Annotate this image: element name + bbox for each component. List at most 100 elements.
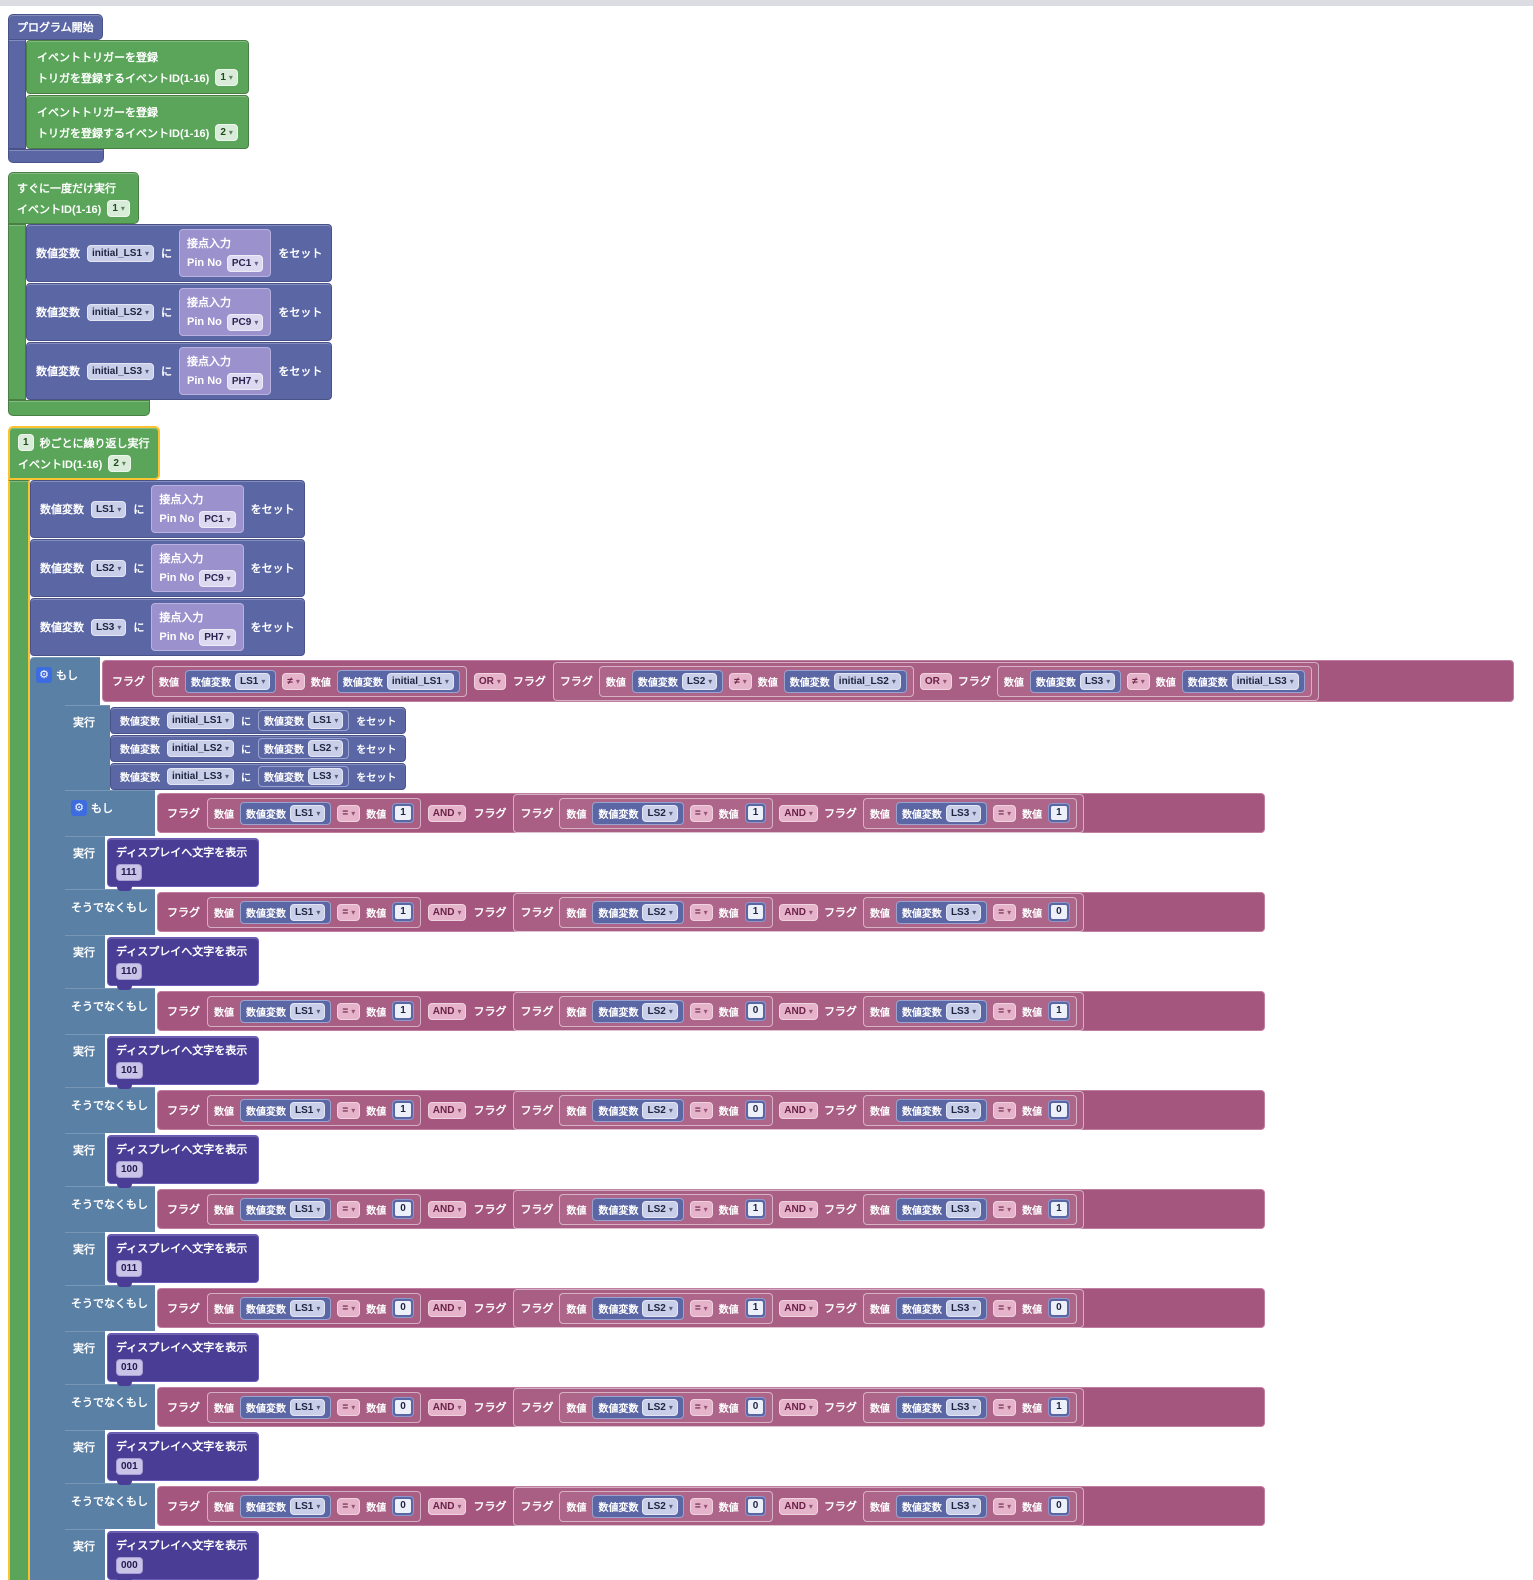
- numvar-block[interactable]: 数値変数 LS2: [592, 1197, 684, 1221]
- variable-dropdown[interactable]: initial_LS2: [167, 740, 235, 757]
- variable-dropdown[interactable]: LS1: [91, 500, 127, 518]
- display-value-field[interactable]: 011: [116, 1260, 143, 1277]
- compare-operator-dropdown[interactable]: =: [337, 1200, 361, 1218]
- compare-operator-dropdown[interactable]: =: [337, 1101, 361, 1119]
- variable-dropdown[interactable]: LS1: [290, 1497, 326, 1515]
- display-value-field[interactable]: 000: [116, 1557, 143, 1574]
- compare-operator-dropdown[interactable]: =: [689, 1398, 713, 1416]
- set-variable-block[interactable]: 数値変数 LS2 に 接点入力 Pin No PC9 をセット: [30, 539, 305, 597]
- variable-dropdown[interactable]: LS3: [945, 1497, 982, 1515]
- variable-dropdown[interactable]: LS3: [945, 1002, 982, 1020]
- number-shadow[interactable]: 1: [744, 803, 767, 823]
- numvar-block[interactable]: 数値変数 LS3: [895, 999, 988, 1023]
- number-shadow[interactable]: 1: [744, 1298, 767, 1318]
- numvar-block[interactable]: 数値変数 LS3: [895, 1494, 988, 1518]
- variable-dropdown[interactable]: initial_LS2: [87, 303, 155, 321]
- numvar-block[interactable]: 数値変数 LS2: [592, 1098, 684, 1122]
- event-id-dropdown[interactable]: 2: [108, 455, 131, 472]
- contact-input-block[interactable]: 接点入力 Pin No PC9: [151, 544, 244, 592]
- numvar-block[interactable]: 数値変数 LS1: [240, 900, 332, 924]
- number-shadow[interactable]: 0: [1048, 1100, 1070, 1120]
- display-text-block[interactable]: ディスプレイへ文字を表示 111: [107, 838, 259, 891]
- logic-operator-dropdown[interactable]: AND: [427, 1497, 467, 1515]
- event-id-dropdown[interactable]: 1: [107, 200, 130, 217]
- numvar-block[interactable]: 数値変数 initial_LS2: [783, 669, 907, 693]
- variable-dropdown[interactable]: LS1: [290, 1398, 326, 1416]
- display-text-block[interactable]: ディスプレイへ文字を表示 001: [107, 1432, 259, 1485]
- display-text-block[interactable]: ディスプレイへ文字を表示 010: [107, 1333, 259, 1386]
- variable-dropdown[interactable]: LS3: [945, 1101, 982, 1119]
- display-value-field[interactable]: 101: [116, 1062, 143, 1079]
- pin-dropdown[interactable]: PH7: [226, 372, 264, 390]
- logic-operator-dropdown[interactable]: AND: [779, 1002, 818, 1020]
- variable-dropdown[interactable]: initial_LS2: [833, 672, 901, 690]
- variable-dropdown[interactable]: LS3: [1079, 672, 1116, 690]
- number-shadow[interactable]: 0: [392, 1496, 414, 1516]
- numvar-block[interactable]: 数値変数 initial_LS3: [1181, 669, 1305, 693]
- display-text-block[interactable]: ディスプレイへ文字を表示 101: [107, 1036, 259, 1089]
- variable-dropdown[interactable]: initial_LS1: [87, 244, 155, 262]
- number-shadow[interactable]: 0: [744, 1100, 767, 1120]
- number-shadow[interactable]: 0: [1048, 1496, 1070, 1516]
- variable-dropdown[interactable]: LS2: [681, 672, 718, 690]
- variable-dropdown[interactable]: initial_LS3: [1231, 672, 1299, 690]
- pin-dropdown[interactable]: PC1: [199, 510, 236, 528]
- variable-dropdown[interactable]: LS2: [642, 1002, 678, 1020]
- variable-dropdown[interactable]: LS1: [235, 672, 271, 690]
- set-variable-block[interactable]: 数値変数 initial_LS3 に 数値変数 LS3 をセット: [110, 763, 407, 790]
- variable-dropdown[interactable]: initial_LS1: [167, 712, 235, 729]
- logic-operator-dropdown[interactable]: AND: [779, 1398, 818, 1416]
- display-value-field[interactable]: 001: [116, 1458, 143, 1475]
- numvar-block[interactable]: 数値変数 initial_LS1: [336, 669, 460, 693]
- numvar-block[interactable]: 数値変数 LS3: [895, 801, 988, 825]
- number-shadow[interactable]: 0: [744, 1001, 767, 1021]
- logic-operator-dropdown[interactable]: AND: [427, 804, 467, 822]
- logic-operator-dropdown[interactable]: AND: [427, 1101, 467, 1119]
- display-value-field[interactable]: 010: [116, 1359, 143, 1376]
- variable-dropdown[interactable]: LS2: [642, 903, 678, 921]
- compare-operator-dropdown[interactable]: =: [689, 1002, 713, 1020]
- display-text-block[interactable]: ディスプレイへ文字を表示 000: [107, 1531, 259, 1580]
- compare-operator-dropdown[interactable]: =: [337, 903, 361, 921]
- variable-dropdown[interactable]: LS2: [642, 1299, 678, 1317]
- variable-dropdown[interactable]: LS1: [290, 1200, 326, 1218]
- number-shadow[interactable]: 1: [744, 902, 767, 922]
- logic-operator-dropdown[interactable]: AND: [779, 1200, 818, 1218]
- numvar-block[interactable]: 数値変数 LS2: [258, 738, 350, 759]
- logic-operator-dropdown[interactable]: OR: [919, 672, 952, 690]
- flag-condition-block[interactable]: フラグ 数値 数値変数 LS1: [157, 1090, 1265, 1130]
- display-value-field[interactable]: 110: [116, 963, 143, 980]
- flag-condition-block[interactable]: フラグ 数値 数値変数 LS1: [157, 793, 1265, 833]
- logic-operator-dropdown[interactable]: AND: [779, 804, 818, 822]
- variable-dropdown[interactable]: LS2: [642, 1497, 678, 1515]
- display-text-block[interactable]: ディスプレイへ文字を表示 110: [107, 937, 259, 990]
- pin-dropdown[interactable]: PH7: [199, 628, 236, 646]
- pin-dropdown[interactable]: PC1: [226, 254, 264, 272]
- compare-operator-dropdown[interactable]: =: [993, 1101, 1017, 1119]
- number-shadow[interactable]: 1: [1048, 1397, 1070, 1417]
- logic-operator-dropdown[interactable]: AND: [427, 1200, 467, 1218]
- numvar-block[interactable]: 数値変数 LS1: [185, 669, 277, 693]
- program-start-block[interactable]: プログラム開始 イベントトリガーを登録 トリガを登録するイベントID(1-16)…: [8, 14, 249, 163]
- display-value-field[interactable]: 100: [116, 1161, 143, 1178]
- contact-input-block[interactable]: 接点入力 Pin No PH7: [151, 603, 244, 651]
- compare-operator-dropdown[interactable]: =: [993, 1200, 1017, 1218]
- variable-dropdown[interactable]: LS2: [308, 740, 344, 757]
- number-shadow[interactable]: 0: [1048, 902, 1070, 922]
- number-shadow[interactable]: 0: [392, 1199, 414, 1219]
- flag-condition-block[interactable]: フラグ 数値 数値変数 LS1: [157, 892, 1265, 932]
- variable-dropdown[interactable]: LS2: [642, 804, 678, 822]
- number-shadow[interactable]: 0: [1048, 1298, 1070, 1318]
- logic-operator-dropdown[interactable]: AND: [779, 903, 818, 921]
- logic-operator-dropdown[interactable]: AND: [779, 1497, 818, 1515]
- logic-operator-dropdown[interactable]: AND: [427, 903, 467, 921]
- numvar-block[interactable]: 数値変数 LS3: [895, 900, 988, 924]
- variable-dropdown[interactable]: LS3: [945, 1299, 982, 1317]
- number-shadow[interactable]: 0: [744, 1397, 767, 1417]
- variable-dropdown[interactable]: LS1: [290, 804, 326, 822]
- numvar-block[interactable]: 数値変数 LS3: [895, 1395, 988, 1419]
- pin-dropdown[interactable]: PC9: [199, 569, 236, 587]
- repeat-loop-block[interactable]: 1 秒ごとに繰り返し実行 イベントID(1-16) 2 数値変数 LS1: [8, 426, 1514, 1580]
- number-shadow[interactable]: 1: [1048, 803, 1070, 823]
